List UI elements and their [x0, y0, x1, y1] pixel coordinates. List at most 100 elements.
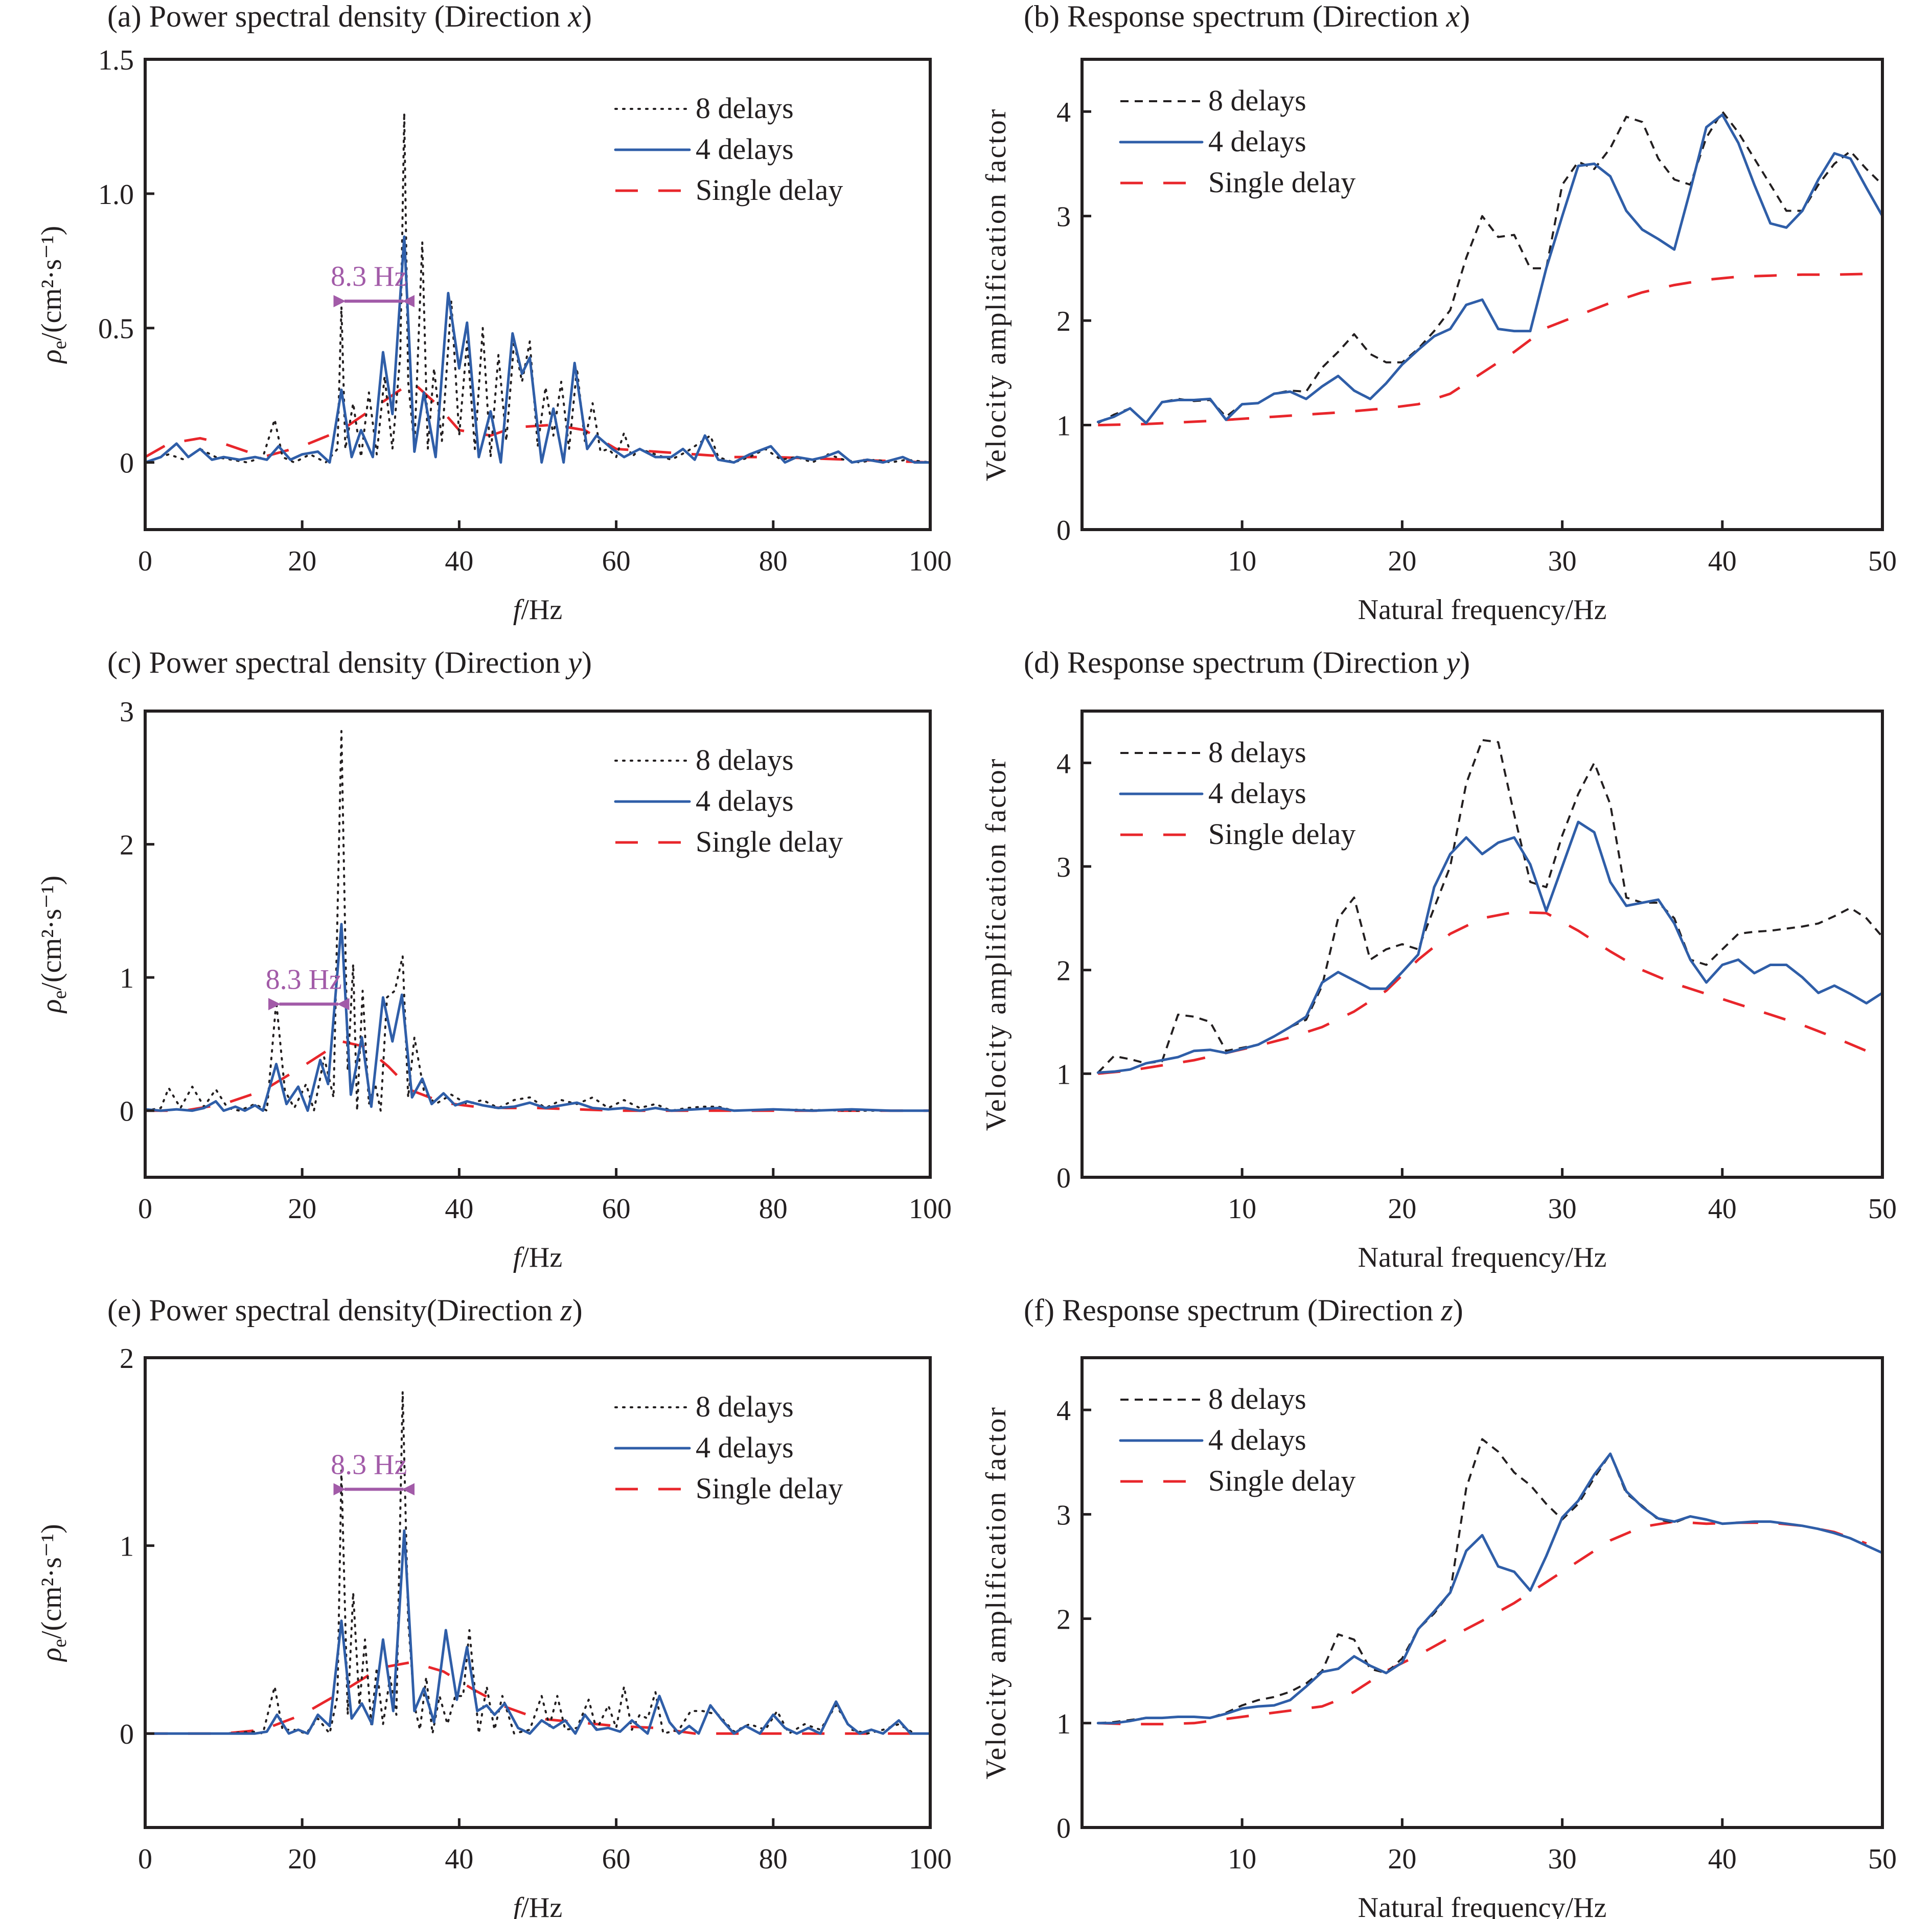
chart-title: (a) Power spectral density (Direction x) [107, 0, 592, 33]
y-tick-label: 0 [120, 1096, 134, 1128]
series-line-8-delays [145, 112, 930, 464]
x-tick-label: 100 [909, 1843, 952, 1875]
x-tick-label: 50 [1868, 545, 1897, 577]
chart-title-direction: z [560, 1293, 572, 1327]
chart-title-paren: ) [1453, 1293, 1463, 1327]
y-axis-label: ρe/(cm²·s⁻¹) [36, 226, 71, 364]
annotation-label: 8.3 Hz [331, 1449, 407, 1480]
y-axis-label-unit: /(cm²·s⁻¹) [36, 876, 67, 991]
series-line-8-delays [1097, 110, 1882, 424]
x-tick-label: 100 [909, 545, 952, 577]
plot-frame [1080, 710, 1884, 1179]
chart-title: (c) Power spectral density (Direction y) [107, 646, 592, 679]
y-axis-label: ρe/(cm²·s⁻¹) [36, 876, 71, 1014]
y-tick-label: 4 [1056, 1395, 1071, 1427]
y-tick-label: 1 [1056, 1708, 1071, 1740]
legend: 8 delays 4 delays Single delay [1119, 84, 1355, 199]
x-tick-label: 0 [138, 1193, 152, 1225]
series-line-8-delays [1097, 739, 1882, 1073]
legend-label: Single delay [696, 1472, 843, 1505]
legend-label: 4 delays [696, 784, 794, 817]
x-tick-label: 40 [1708, 1193, 1737, 1225]
chart-title-text: (f) Response spectrum (Direction [1024, 1293, 1441, 1327]
y-axis-label-unit: /(cm²·s⁻¹) [36, 226, 67, 341]
plot-frame [144, 58, 932, 531]
plot-frame [1080, 58, 1884, 531]
y-tick-label: 3 [1056, 852, 1071, 883]
legend-label: Single delay [696, 173, 843, 207]
legend-label: 4 delays [1208, 776, 1306, 810]
plot-frame [1080, 1356, 1884, 1829]
chart-panel-e: (e) Power spectral density(Direction z) 0… [36, 1293, 952, 1919]
legend-label: 8 delays [696, 743, 794, 776]
chart-title-text: (e) Power spectral density(Direction [107, 1293, 560, 1327]
y-axis-label-sub: e [49, 341, 71, 350]
x-axis-label: f/Hz [513, 1242, 562, 1273]
x-tick-label: 20 [288, 1193, 316, 1225]
chart-title-text: (c) Power spectral density (Direction [107, 646, 568, 679]
x-tick-label: 20 [1388, 1843, 1416, 1875]
chart-title: (b) Response spectrum (Direction x) [1024, 0, 1470, 33]
y-tick-label: 2 [1056, 306, 1071, 337]
series-line-4-delays [145, 235, 930, 464]
x-tick-label: 0 [138, 1843, 152, 1875]
x-tick-label: 20 [288, 545, 316, 577]
y-tick-label: 0 [1056, 515, 1071, 546]
legend-label: 4 delays [696, 1431, 794, 1464]
legend: 8 delays 4 delays Single delay [614, 1390, 843, 1505]
x-axis-label-unit: /Hz [521, 1242, 562, 1273]
chart-title-paren: ) [582, 0, 592, 33]
legend-label: 8 delays [1208, 736, 1306, 769]
y-tick-label: 3 [1056, 201, 1071, 233]
x-tick-label: 100 [909, 1193, 952, 1225]
x-tick-label: 10 [1228, 1843, 1256, 1875]
x-tick-label: 20 [1388, 1193, 1416, 1225]
y-tick-label: 0 [120, 1719, 134, 1750]
x-tick-label: 80 [759, 1843, 788, 1875]
legend: 8 delays 4 delays Single delay [614, 743, 843, 858]
chart-title-text: (d) Response spectrum (Direction [1024, 646, 1446, 679]
series-group [145, 730, 930, 1112]
x-tick-label: 60 [602, 545, 631, 577]
legend-label: Single delay [1208, 166, 1355, 199]
y-tick-label: 2 [1056, 1604, 1071, 1636]
x-tick-label: 40 [1708, 1843, 1737, 1875]
x-tick-label: 10 [1228, 545, 1256, 577]
series-line-8-delays [1098, 1438, 1691, 1724]
y-axis-label-var: ρ [36, 999, 67, 1014]
y-tick-label: 1 [120, 963, 134, 994]
x-axis-label-unit: /Hz [521, 594, 562, 626]
series-group [1096, 739, 1882, 1075]
x-axis-label: Natural frequency/Hz [1358, 1242, 1607, 1273]
chart-title-paren: ) [1460, 646, 1470, 679]
series-line-single-delay [145, 380, 930, 464]
series-line-single-delay [145, 1661, 930, 1735]
y-axis-label: Velocity amplification factor [980, 108, 1012, 482]
x-tick-label: 20 [288, 1843, 316, 1875]
series-group [1096, 110, 1882, 427]
chart-title-direction: x [567, 0, 582, 33]
x-tick-label: 60 [602, 1843, 631, 1875]
series-line-single-delay [1098, 1520, 1867, 1726]
x-tick-label: 10 [1228, 1193, 1256, 1225]
x-tick-label: 30 [1548, 1843, 1577, 1875]
y-tick-label: 3 [120, 696, 134, 728]
series-line-4-delays [1096, 820, 1882, 1074]
chart-title-paren: ) [582, 646, 592, 679]
legend-label: 8 delays [696, 92, 794, 125]
y-axis-label-var: ρ [36, 1648, 67, 1662]
series-group [145, 1390, 930, 1735]
y-axis-label: Velocity amplification factor [980, 758, 1012, 1131]
chart-title-paren: ) [1460, 0, 1470, 33]
chart-title-paren: ) [572, 1293, 583, 1327]
y-tick-label: 2 [1056, 955, 1071, 987]
y-axis-label-unit: /(cm²·s⁻¹) [36, 1524, 67, 1639]
y-tick-label: 1.0 [98, 179, 134, 211]
legend-label: 8 delays [1208, 1382, 1306, 1415]
legend-label: 8 delays [696, 1390, 794, 1423]
x-tick-label: 60 [602, 1193, 631, 1225]
chart-title: (e) Power spectral density(Direction z) [107, 1293, 583, 1327]
chart-title-text: (b) Response spectrum (Direction [1024, 0, 1446, 33]
x-tick-label: 40 [1708, 545, 1737, 577]
x-tick-label: 40 [445, 1843, 473, 1875]
